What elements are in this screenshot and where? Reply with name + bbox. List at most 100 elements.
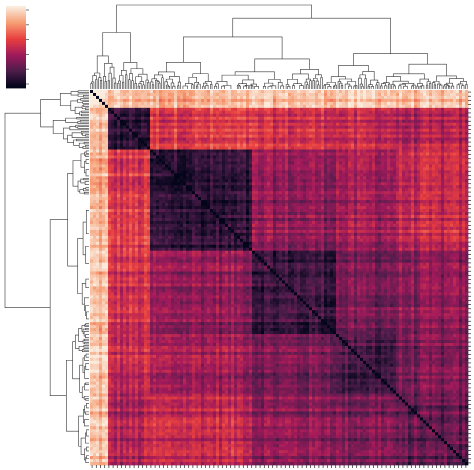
heatmap-cell: [228, 114, 231, 117]
heatmap-cell: [372, 167, 375, 170]
heatmap-cell: [174, 114, 177, 117]
heatmap-cell: [150, 126, 153, 129]
heatmap-cell: [186, 170, 189, 173]
heatmap-cell: [300, 147, 303, 150]
heatmap-cell: [96, 147, 99, 150]
heatmap-cell: [126, 111, 129, 114]
heatmap-cell: [357, 191, 360, 194]
heatmap-cell: [105, 138, 108, 141]
heatmap-cell: [303, 141, 306, 144]
heatmap-cell: [438, 179, 441, 182]
heatmap-cell: [276, 117, 279, 120]
heatmap-cell: [198, 102, 201, 105]
heatmap-cell: [117, 90, 120, 93]
heatmap-cell: [99, 185, 102, 188]
heatmap-cell: [147, 182, 150, 185]
heatmap-cell: [237, 108, 240, 111]
heatmap-cell: [132, 114, 135, 117]
heatmap-cell: [165, 194, 168, 197]
heatmap-cell: [156, 185, 159, 188]
heatmap-cell: [171, 99, 174, 102]
heatmap-cell: [423, 90, 426, 93]
heatmap-cell: [261, 150, 264, 153]
heatmap-cell: [333, 144, 336, 147]
heatmap-cell: [453, 153, 456, 156]
heatmap-cell: [372, 126, 375, 129]
heatmap-cell: [231, 173, 234, 176]
heatmap-cell: [456, 158, 459, 161]
heatmap-cell: [387, 117, 390, 120]
heatmap-cell: [294, 155, 297, 158]
dendrogram-link: [154, 75, 162, 79]
heatmap-cell: [261, 185, 264, 188]
heatmap-cell: [132, 173, 135, 176]
heatmap-cell: [159, 102, 162, 105]
heatmap-cell: [309, 111, 312, 114]
heatmap-cell: [351, 138, 354, 141]
heatmap-cell: [267, 188, 270, 191]
heatmap-cell: [393, 93, 396, 96]
heatmap-cell: [213, 129, 216, 132]
heatmap-cell: [336, 138, 339, 141]
heatmap-cell: [129, 144, 132, 147]
heatmap-cell: [354, 123, 357, 126]
heatmap-cell: [165, 105, 168, 108]
heatmap-cell: [123, 126, 126, 129]
heatmap-cell: [129, 176, 132, 179]
dendrogram-link: [81, 154, 85, 167]
heatmap-cell: [426, 126, 429, 129]
heatmap-cell: [438, 147, 441, 150]
heatmap-cell: [348, 120, 351, 123]
heatmap-cell: [216, 132, 219, 135]
heatmap-cell: [180, 102, 183, 105]
heatmap-cell: [342, 197, 345, 200]
heatmap-cell: [204, 93, 207, 96]
heatmap-cell: [381, 138, 384, 141]
heatmap-cell: [246, 147, 249, 150]
heatmap-cell: [96, 164, 99, 167]
heatmap-cell: [381, 117, 384, 120]
heatmap-cell: [138, 144, 141, 147]
heatmap-cell: [159, 161, 162, 164]
heatmap-cell: [93, 197, 96, 200]
dendrogram-link: [360, 84, 362, 89]
heatmap-cell: [462, 105, 465, 108]
heatmap-cell: [357, 197, 360, 200]
heatmap-cell: [105, 123, 108, 126]
heatmap-cell: [165, 188, 168, 191]
heatmap-cell: [306, 99, 309, 102]
heatmap-cell: [129, 126, 132, 129]
heatmap-cell: [132, 197, 135, 200]
dendrogram-link: [203, 83, 207, 86]
heatmap-cell: [165, 129, 168, 132]
heatmap-cell: [264, 135, 267, 138]
heatmap-cell: [285, 141, 288, 144]
heatmap-cell: [198, 144, 201, 147]
heatmap-cell: [246, 170, 249, 173]
heatmap-cell: [225, 123, 228, 126]
heatmap-cell: [297, 126, 300, 129]
heatmap-cell: [114, 191, 117, 194]
heatmap-cell: [447, 167, 450, 170]
heatmap-cell: [297, 153, 300, 156]
heatmap-cell: [330, 108, 333, 111]
heatmap-cell: [96, 185, 99, 188]
heatmap-cell: [411, 135, 414, 138]
heatmap-cell: [459, 144, 462, 147]
heatmap-cell: [171, 155, 174, 158]
dendrogram-link: [63, 128, 69, 139]
heatmap-cell: [144, 135, 147, 138]
heatmap-cell: [420, 191, 423, 194]
heatmap-cell: [138, 155, 141, 158]
heatmap-cell: [261, 132, 264, 135]
heatmap-cell: [330, 179, 333, 182]
heatmap-cell: [291, 93, 294, 96]
heatmap-cell: [237, 132, 240, 135]
heatmap-cell: [273, 158, 276, 161]
heatmap-cell: [246, 120, 249, 123]
heatmap-cell: [183, 176, 186, 179]
heatmap-cell: [189, 150, 192, 153]
heatmap-cell: [258, 111, 261, 114]
heatmap-cell: [363, 99, 366, 102]
heatmap-cell: [225, 144, 228, 147]
